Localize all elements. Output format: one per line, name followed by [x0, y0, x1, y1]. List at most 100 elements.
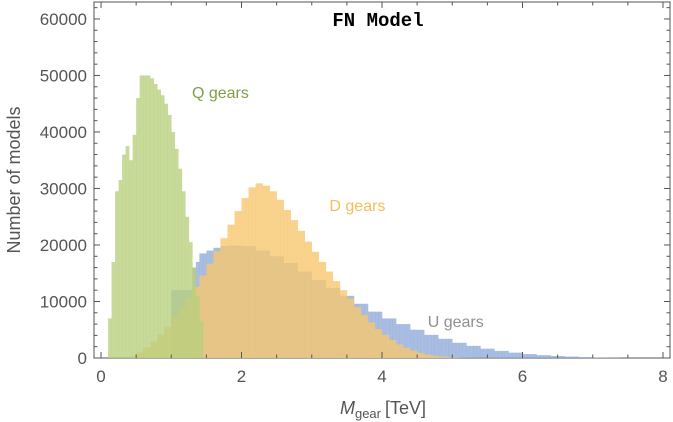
histogram-bar — [322, 261, 327, 358]
histogram-bar — [248, 187, 253, 358]
x-axis-subscript: gear — [355, 406, 382, 421]
histogram-bar — [364, 315, 369, 358]
x-axis-unit: [TeV] — [385, 398, 426, 418]
histogram-bar — [185, 216, 190, 358]
histogram-bar — [125, 146, 130, 358]
histogram-bar — [420, 329, 425, 358]
histogram-bar — [554, 356, 558, 358]
histogram-bar — [403, 347, 407, 358]
histogram-bar — [392, 318, 397, 358]
histogram-bar — [417, 329, 421, 358]
histogram-bar — [238, 211, 242, 358]
y-axis-title: Number of models — [4, 106, 24, 253]
bars-layer — [108, 75, 636, 359]
histogram-bar — [487, 348, 492, 358]
histogram-bar — [199, 275, 204, 358]
histogram-bar — [396, 324, 400, 358]
histogram-bar — [469, 345, 474, 358]
histogram-bar — [304, 241, 309, 358]
histogram-bar — [445, 338, 450, 358]
histogram-bar — [476, 345, 481, 358]
histogram-bar — [424, 334, 428, 358]
histogram-bar — [438, 338, 443, 358]
x-axis-symbol: M — [340, 398, 355, 418]
histogram-bar — [160, 95, 165, 359]
histogram-bar — [255, 183, 260, 358]
histogram-bar — [448, 357, 453, 358]
histogram-bar — [262, 185, 267, 358]
histogram-bar — [283, 209, 288, 358]
histogram-bar — [280, 199, 284, 358]
histogram-bar — [504, 350, 509, 358]
histogram-bar — [490, 348, 495, 358]
histogram-bar — [445, 357, 450, 358]
series-label: D gears — [329, 198, 385, 215]
histogram-bar — [136, 98, 140, 358]
histogram-bar — [318, 261, 323, 358]
histogram-bar — [420, 352, 425, 358]
series-label: U gears — [428, 314, 484, 331]
histogram-bar — [406, 347, 411, 358]
histogram-bar — [325, 271, 330, 358]
series-q-gears — [108, 75, 204, 359]
histogram-bar — [181, 191, 186, 358]
histogram-bar — [216, 251, 221, 358]
histogram-bar — [585, 357, 590, 358]
histogram-bar — [550, 356, 555, 358]
histogram-bar — [301, 230, 306, 358]
histogram-bar — [518, 352, 523, 358]
histogram-bar — [578, 357, 583, 358]
y-tick-label: 10000 — [40, 292, 87, 311]
histogram-bar — [188, 242, 193, 358]
histogram-bar — [459, 342, 464, 358]
series-label: Q gears — [192, 85, 249, 102]
histogram-bar — [178, 168, 183, 358]
histogram-bar — [336, 281, 341, 358]
histogram-bar — [413, 350, 418, 358]
histogram-bar — [346, 298, 351, 358]
histogram-bar — [230, 224, 235, 358]
histogram-bar — [308, 241, 313, 358]
histogram-bar — [575, 356, 579, 358]
histogram-bar — [234, 211, 239, 358]
histogram-bar — [287, 209, 291, 358]
histogram-bar — [389, 318, 393, 358]
histogram-bar — [350, 298, 355, 358]
histogram-bar — [399, 324, 404, 358]
tick-labels-layer: 0 2 4 6 8 0 10000 20000 30000 40000 50000 60000 — [40, 10, 668, 386]
histogram-bar — [515, 352, 520, 358]
histogram-bar — [371, 322, 376, 358]
histogram-bar — [297, 230, 302, 358]
histogram-bar — [115, 191, 119, 358]
x-axis-title: Mgear [TeV] — [340, 398, 426, 421]
histogram-bar — [353, 307, 358, 358]
histogram-bar — [497, 350, 502, 358]
histogram-bar — [206, 263, 211, 358]
histogram-bar — [360, 315, 365, 358]
histogram-bar — [339, 290, 344, 358]
histogram-bar — [266, 185, 270, 358]
histogram-bar — [227, 224, 232, 358]
histogram-bar — [392, 339, 397, 358]
histogram-bar — [252, 187, 256, 358]
histogram-bar — [153, 83, 158, 358]
histogram-bar — [466, 345, 471, 358]
histogram-bar — [434, 355, 439, 358]
histogram-bar — [174, 148, 179, 358]
histogram-bar — [434, 334, 439, 358]
histogram-bar — [357, 307, 362, 358]
histogram-bar — [427, 354, 432, 358]
histogram-bar — [603, 357, 608, 358]
histogram-bar — [417, 352, 421, 358]
histogram-bar — [536, 355, 541, 358]
histogram-bar — [315, 251, 320, 358]
histogram-bar — [571, 356, 576, 358]
y-tick-label: 60000 — [40, 10, 87, 29]
y-tick-label: 50000 — [40, 66, 87, 85]
histogram-bar — [164, 103, 169, 359]
histogram-bar — [561, 356, 565, 358]
histogram-bar — [132, 134, 137, 358]
histogram-bar — [329, 271, 334, 358]
x-tick-label: 4 — [377, 367, 386, 386]
histogram-bar — [209, 263, 214, 358]
